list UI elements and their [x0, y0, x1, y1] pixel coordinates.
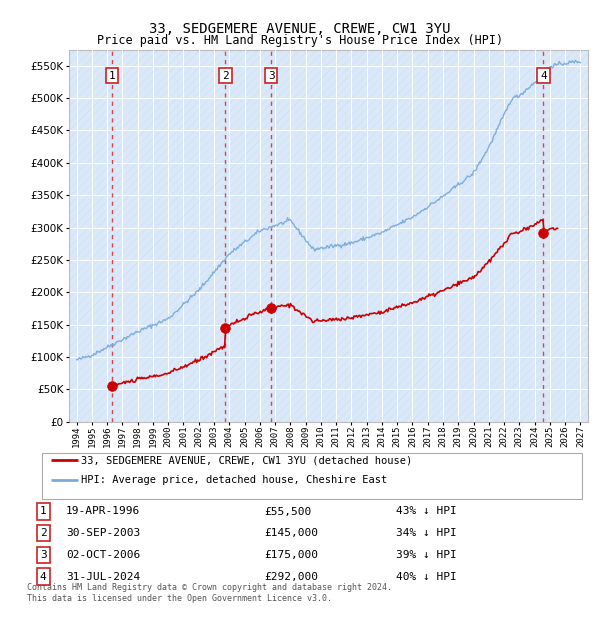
- Text: 34% ↓ HPI: 34% ↓ HPI: [396, 528, 457, 538]
- Text: 4: 4: [40, 572, 47, 582]
- Text: 2: 2: [40, 528, 47, 538]
- Text: 33, SEDGEMERE AVENUE, CREWE, CW1 3YU: 33, SEDGEMERE AVENUE, CREWE, CW1 3YU: [149, 22, 451, 36]
- Text: 1: 1: [40, 507, 47, 516]
- Text: Contains HM Land Registry data © Crown copyright and database right 2024.
This d: Contains HM Land Registry data © Crown c…: [27, 583, 392, 603]
- Text: 2: 2: [222, 71, 229, 81]
- Text: 3: 3: [40, 550, 47, 560]
- Bar: [69, 50, 588, 422]
- Text: 39% ↓ HPI: 39% ↓ HPI: [396, 550, 457, 560]
- Text: 31-JUL-2024: 31-JUL-2024: [66, 572, 140, 582]
- Text: 33, SEDGEMERE AVENUE, CREWE, CW1 3YU (detached house): 33, SEDGEMERE AVENUE, CREWE, CW1 3YU (de…: [81, 455, 412, 465]
- Text: Price paid vs. HM Land Registry's House Price Index (HPI): Price paid vs. HM Land Registry's House …: [97, 34, 503, 47]
- Text: £292,000: £292,000: [264, 572, 318, 582]
- Bar: [69, 50, 588, 422]
- Text: 19-APR-1996: 19-APR-1996: [66, 507, 140, 516]
- Text: £175,000: £175,000: [264, 550, 318, 560]
- Text: 1: 1: [109, 71, 115, 81]
- Text: 40% ↓ HPI: 40% ↓ HPI: [396, 572, 457, 582]
- Text: 3: 3: [268, 71, 275, 81]
- Text: £145,000: £145,000: [264, 528, 318, 538]
- Text: HPI: Average price, detached house, Cheshire East: HPI: Average price, detached house, Ches…: [81, 475, 387, 485]
- Text: 02-OCT-2006: 02-OCT-2006: [66, 550, 140, 560]
- Text: 4: 4: [540, 71, 547, 81]
- Text: 43% ↓ HPI: 43% ↓ HPI: [396, 507, 457, 516]
- Text: 30-SEP-2003: 30-SEP-2003: [66, 528, 140, 538]
- Text: £55,500: £55,500: [264, 507, 311, 516]
